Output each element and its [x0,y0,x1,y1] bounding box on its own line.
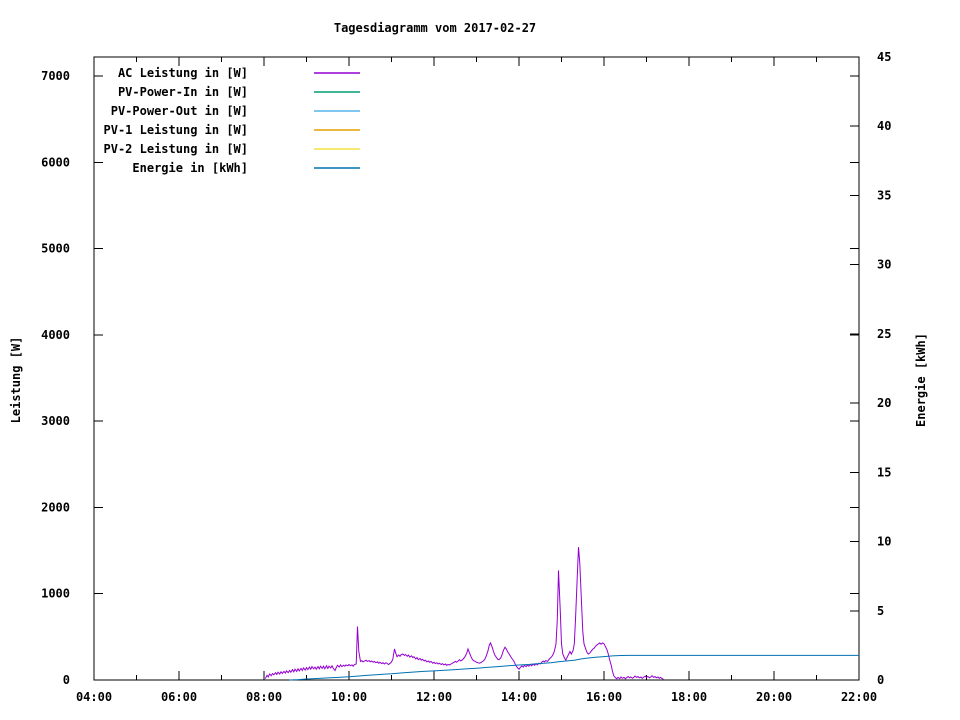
y-left-tick-label: 0 [63,673,70,687]
y-right-tick-label: 20 [877,396,891,410]
y-right-tick-label: 40 [877,119,891,133]
x-tick-label: 08:00 [246,690,282,704]
y-left-tick-label: 2000 [41,500,70,514]
x-tick-label: 06:00 [161,690,197,704]
y-right-tick-label: 45 [877,50,891,64]
y-right-tick-label: 10 [877,535,891,549]
legend-label-1: PV-Power-In in [W] [118,85,248,99]
y-left-tick-label: 1000 [41,587,70,601]
y-right-tick-label: 25 [877,327,891,341]
x-tick-label: 18:00 [671,690,707,704]
legend-label-3: PV-1 Leistung in [W] [104,123,249,137]
legend-label-2: PV-Power-Out in [W] [111,104,248,118]
x-tick-label: 16:00 [586,690,622,704]
x-tick-label: 20:00 [756,690,792,704]
legend-label-4: PV-2 Leistung in [W] [104,142,249,156]
y-right-tick-label: 35 [877,188,891,202]
legend-label-5: Energie in [kWh] [132,161,248,175]
x-tick-label: 14:00 [501,690,537,704]
x-tick-label: 10:00 [331,690,367,704]
y-right-tick-label: 0 [877,673,884,687]
y-left-tick-label: 5000 [41,242,70,256]
y-left-tick-label: 4000 [41,328,70,342]
y-left-tick-label: 3000 [41,414,70,428]
series-line-0 [264,547,664,680]
x-tick-label: 04:00 [76,690,112,704]
legend-label-0: AC Leistung in [W] [118,66,248,80]
series-line-5 [289,654,859,681]
x-tick-label: 22:00 [841,690,877,704]
y-left-tick-label: 6000 [41,155,70,169]
y-right-tick-label: 30 [877,258,891,272]
chart-title: Tagesdiagramm vom 2017-02-27 [333,21,537,35]
y-left-tick-label: 7000 [41,69,70,83]
y-right-tick-label: 5 [877,604,884,618]
y-right-tick-label: 15 [877,465,891,479]
x-tick-label: 12:00 [416,690,452,704]
